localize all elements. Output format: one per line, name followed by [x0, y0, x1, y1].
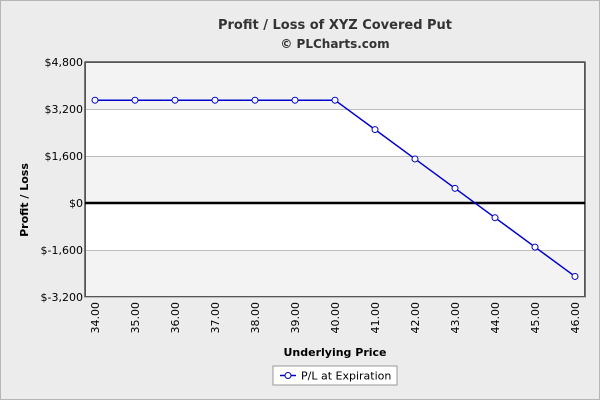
- x-axis-label: Underlying Price: [283, 346, 386, 359]
- data-point: [211, 96, 219, 104]
- y-tick-label: $-1,600: [41, 244, 83, 257]
- plot-band: [85, 156, 585, 203]
- data-point: [491, 214, 499, 222]
- y-tick-labels: $-3,200 $-1,600 $0 $1,600 $3,200 $4,800: [41, 56, 83, 304]
- legend-box: [272, 365, 398, 386]
- x-tick-label: 45.00: [529, 302, 542, 334]
- data-point: [411, 155, 419, 163]
- x-tick-label: 36.00: [169, 302, 182, 334]
- x-tick-label: 34.00: [89, 302, 102, 334]
- x-tick-label: 42.00: [409, 302, 422, 334]
- x-tick-label: 35.00: [129, 302, 142, 334]
- legend: P/L at Expiration: [272, 365, 398, 386]
- chart-title: Profit / Loss of XYZ Covered Put: [218, 18, 452, 33]
- plot-band: [85, 250, 585, 297]
- x-tick-label: 46.00: [569, 302, 582, 334]
- x-tick-label: 39.00: [289, 302, 302, 334]
- y-tick-label: $1,600: [45, 150, 84, 163]
- data-point: [331, 96, 339, 104]
- data-point: [131, 96, 139, 104]
- data-point: [371, 126, 379, 134]
- y-tick-label: $-3,200: [41, 291, 83, 304]
- y-axis-label: Profit / Loss: [18, 163, 31, 237]
- data-point: [91, 96, 99, 104]
- gridlines: [85, 62, 585, 298]
- x-tick-label: 43.00: [449, 302, 462, 334]
- y-tick-label: $0: [69, 197, 83, 210]
- x-tick-label: 37.00: [209, 302, 222, 334]
- data-point: [251, 96, 259, 104]
- data-point: [451, 184, 459, 192]
- y-tick-label: $4,800: [45, 56, 84, 69]
- x-tick-labels: 34.00 35.00 36.00 37.00 38.00 39.00 40.00 41.00…: [89, 302, 582, 334]
- x-tick-label: 44.00: [489, 302, 502, 334]
- x-tick-label: 41.00: [369, 302, 382, 334]
- x-tick-label: 40.00: [329, 302, 342, 334]
- legend-label: P/L at Expiration: [301, 370, 391, 383]
- x-tick-label: 38.00: [249, 302, 262, 334]
- series-layer: [91, 96, 579, 280]
- data-point: [571, 272, 579, 280]
- plot-border: [85, 62, 585, 297]
- data-point: [171, 96, 179, 104]
- data-point: [531, 243, 539, 251]
- data-point: [291, 96, 299, 104]
- y-tick-label: $3,200: [45, 103, 84, 116]
- legend-marker: [284, 372, 292, 379]
- chart-subtitle: © PLCharts.com: [280, 37, 389, 51]
